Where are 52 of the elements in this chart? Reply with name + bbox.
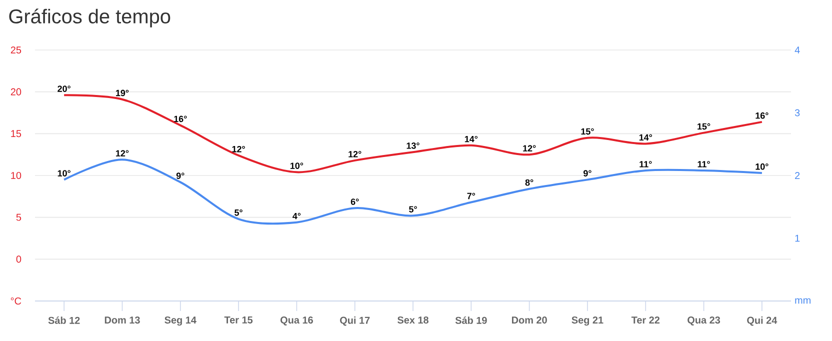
x-tick-label: Seg 21 <box>572 316 604 326</box>
data-label: 5° <box>409 206 417 212</box>
data-label: 12° <box>232 146 245 152</box>
data-label: 12° <box>523 145 536 152</box>
data-label: 20° <box>58 86 70 92</box>
y2-tick-label: 1 <box>795 234 800 242</box>
y-tick-label: °C <box>10 297 22 305</box>
x-tick-label: Sex 18 <box>398 316 428 324</box>
data-label: 13° <box>406 142 420 149</box>
x-tick-label: Qua 23 <box>688 316 720 326</box>
data-label: 15° <box>698 123 710 130</box>
data-label: 14° <box>464 136 478 142</box>
y-tick-label: 0 <box>16 256 22 263</box>
x-tick-label: Ter 15 <box>224 316 253 324</box>
data-label: 11° <box>698 161 710 168</box>
y-tick-label: 15 <box>11 130 22 138</box>
data-label: 15° <box>581 128 594 135</box>
y-tick-label: 25 <box>10 46 22 54</box>
y-tick-label: 20 <box>10 88 22 96</box>
data-label: 4° <box>292 212 301 220</box>
x-tick-label: Seg 14 <box>164 316 196 326</box>
data-label: 6° <box>350 198 359 205</box>
data-label: 5° <box>234 209 242 216</box>
data-label: 10° <box>756 163 768 170</box>
data-label: 12° <box>116 150 129 156</box>
x-tick-label: Sáb 12 <box>48 316 80 324</box>
x-tick-label: Sáb 19 <box>455 316 487 324</box>
data-label: 8° <box>525 179 534 186</box>
chart-title: Gráficos de tempo <box>9 8 170 28</box>
data-label: 14° <box>639 134 652 141</box>
y2-tick-label: mm <box>795 298 810 304</box>
data-label: 16° <box>756 112 768 119</box>
y2-tick-label: 2 <box>795 172 800 179</box>
data-label: 19° <box>116 90 129 96</box>
data-label: 11° <box>640 161 652 168</box>
x-tick-label: Qua 16 <box>280 316 313 326</box>
x-tick-label: Ter 22 <box>631 316 660 324</box>
x-tick-label: Dom 20 <box>512 316 547 324</box>
data-label: 16° <box>174 116 187 122</box>
x-tick-label: Dom 13 <box>104 316 140 324</box>
data-label: 10° <box>58 170 70 176</box>
y-tick-label: 10 <box>11 172 22 180</box>
x-tick-label: Qui 17 <box>340 316 370 326</box>
data-label: 9° <box>176 172 184 179</box>
y2-tick-label: 3 <box>794 109 800 116</box>
data-label: 9° <box>584 170 592 176</box>
x-tick-label: Qui 24 <box>747 316 778 326</box>
data-label: 10° <box>290 162 304 169</box>
data-label: 12° <box>348 150 362 158</box>
y-tick-label: 5 <box>16 214 22 221</box>
y2-tick-label: 4 <box>794 46 800 54</box>
data-label: 7° <box>467 192 476 200</box>
